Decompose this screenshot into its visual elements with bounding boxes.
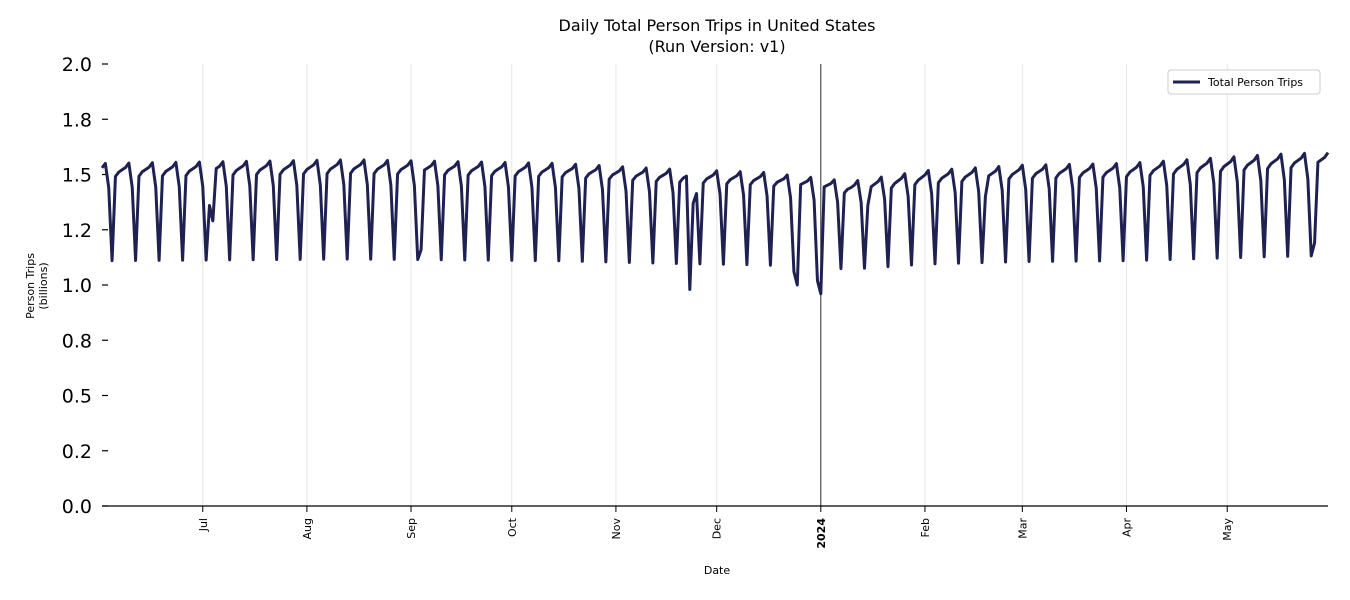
y-axis-ticks: 0.0 0.2 0.5 0.8 1.0 1.2 1.5 1.8 2.0 xyxy=(62,54,108,518)
x-axis-ticks: Jul Aug Sep Oct Nov Dec 2024 Feb Mar Apr May xyxy=(197,506,1234,549)
y-tick-label: 0.5 xyxy=(62,386,92,408)
y-axis-label-line-2: (billions) xyxy=(37,262,50,309)
y-tick-label: 0.8 xyxy=(62,330,92,352)
x-tick-label: Mar xyxy=(1016,518,1029,539)
x-tick-label: Nov xyxy=(610,518,623,540)
x-axis-label: Date xyxy=(704,564,731,577)
legend-box xyxy=(1167,69,1321,95)
chart-title-line-1: Daily Total Person Trips in United State… xyxy=(559,16,876,35)
y-tick-label: 1.2 xyxy=(62,220,92,242)
x-tick-label: Dec xyxy=(711,518,724,539)
x-tick-label: 2024 xyxy=(815,518,828,549)
y-tick-label: 2.0 xyxy=(62,54,92,76)
y-tick-label: 0.0 xyxy=(62,496,92,518)
legend: Total Person Trips xyxy=(1167,69,1321,95)
y-tick-label: 1.0 xyxy=(62,275,92,297)
x-tick-label: Feb xyxy=(919,518,932,537)
chart-title-line-2: (Run Version: v1) xyxy=(648,37,785,56)
x-tick-label: Aug xyxy=(301,518,314,539)
x-tick-label: Jul xyxy=(197,518,210,532)
x-tick-label: Sep xyxy=(405,518,418,539)
legend-label: Total Person Trips xyxy=(1207,76,1303,89)
y-axis-label-line-1: Person Trips xyxy=(24,253,37,319)
x-tick-label: Apr xyxy=(1120,518,1133,538)
x-tick-label: Oct xyxy=(506,517,519,537)
series-line-total-person-trips xyxy=(100,151,1330,296)
y-tick-label: 1.8 xyxy=(62,109,92,131)
y-tick-label: 0.2 xyxy=(62,441,92,463)
x-tick-label: May xyxy=(1221,518,1234,541)
y-tick-label: 1.5 xyxy=(62,165,92,187)
gridlines xyxy=(202,64,1228,506)
